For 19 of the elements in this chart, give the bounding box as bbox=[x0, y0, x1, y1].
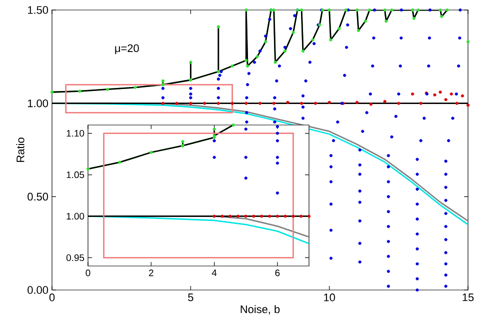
y-tick-label: 1.00 bbox=[28, 99, 48, 108]
x-tick-label: 5 bbox=[188, 294, 194, 302]
x-tick-label: 2 bbox=[148, 270, 154, 276]
x-tick-label: 0 bbox=[49, 294, 55, 302]
x-tick-label: 6 bbox=[275, 270, 280, 276]
y-axis-title: Ratio bbox=[16, 138, 24, 162]
x-tick-label: 4 bbox=[212, 270, 217, 276]
y-tick-label: 1.05 bbox=[66, 171, 84, 178]
y-tick-label: 0.95 bbox=[66, 254, 84, 262]
x-tick-label: 10 bbox=[324, 294, 335, 302]
y-tick-label: 1.10 bbox=[66, 130, 84, 137]
y-tick-label: 1.50 bbox=[28, 6, 48, 14]
y-tick-label: 0.50 bbox=[28, 192, 48, 201]
x-tick-label: 0 bbox=[86, 270, 90, 276]
x-axis-title: Noise, b bbox=[240, 305, 280, 314]
y-tick-label: 1.00 bbox=[66, 212, 84, 220]
x-tick-label: 15 bbox=[462, 294, 474, 302]
annotation: μ=20 bbox=[115, 44, 139, 54]
y-tick-label: 0.00 bbox=[28, 286, 48, 294]
